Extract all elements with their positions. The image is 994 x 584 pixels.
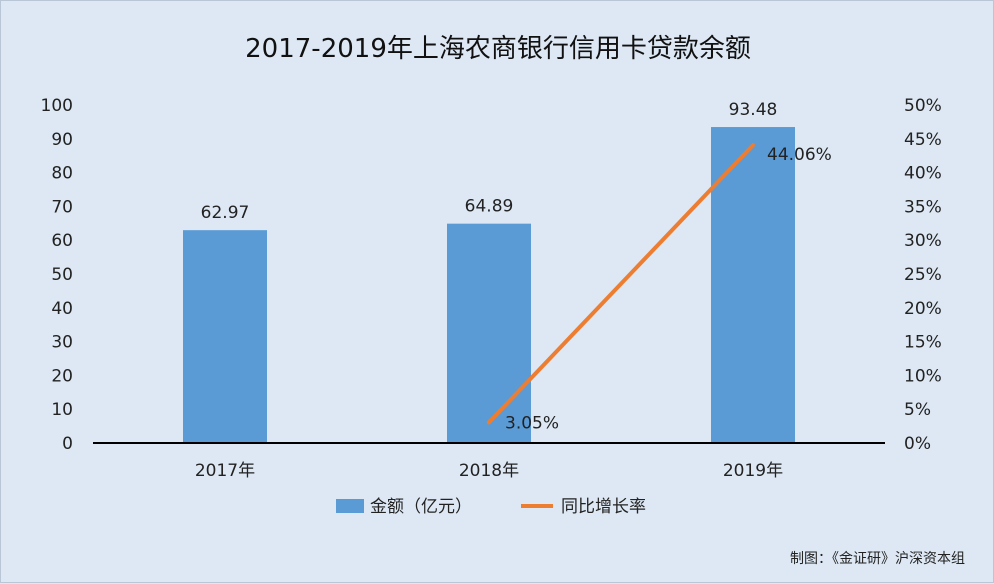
right-axis-tick-label: 20%	[904, 299, 942, 319]
growth-line-series	[487, 143, 755, 425]
bar-series	[183, 127, 795, 443]
left-axis-tick-label: 70	[51, 197, 73, 217]
legend: 金额（亿元） 同比增长率	[336, 497, 646, 517]
left-axis-ticks: 0 10 20 30 40 50 60 70 80 90 100	[41, 96, 73, 454]
left-axis-tick-label: 30	[51, 333, 73, 353]
right-axis-tick-label: 30%	[904, 231, 942, 251]
left-axis-tick-label: 90	[51, 130, 73, 150]
category-labels: 2017年 2018年 2019年	[195, 461, 783, 481]
bar-2019年	[711, 127, 795, 443]
bar-2018年	[447, 223, 531, 443]
right-axis-tick-label: 5%	[904, 400, 931, 420]
right-axis-tick-label: 35%	[904, 197, 942, 217]
chart-title: 2017-2019年上海农商银行信用卡贷款余额	[245, 34, 751, 64]
bar-2017年	[183, 230, 267, 443]
growth-value-label: 44.06%	[767, 145, 832, 165]
left-axis-tick-label: 50	[51, 265, 73, 285]
left-axis-tick-label: 100	[41, 96, 73, 116]
left-axis-tick-label: 40	[51, 299, 73, 319]
right-axis-tick-label: 10%	[904, 366, 942, 386]
right-axis-tick-label: 0%	[904, 434, 931, 454]
right-axis-tick-label: 45%	[904, 130, 942, 150]
category-label: 2018年	[459, 461, 519, 481]
growth-line	[487, 143, 755, 425]
chart-credit: 制图：《金证研》沪深资本组	[790, 551, 965, 567]
category-label: 2019年	[723, 461, 783, 481]
bar-value-label: 93.48	[729, 100, 778, 120]
bar-value-label: 64.89	[465, 197, 514, 217]
growth-data-labels: 3.05% 44.06%	[505, 145, 832, 433]
growth-value-label: 3.05%	[505, 413, 559, 433]
right-axis-tick-label: 40%	[904, 164, 942, 184]
right-axis-tick-label: 25%	[904, 265, 942, 285]
left-axis-tick-label: 10	[51, 400, 73, 420]
right-axis-ticks: 0% 5% 10% 15% 20% 25% 30% 35% 40% 45% 50%	[904, 96, 942, 454]
left-axis-tick-label: 60	[51, 231, 73, 251]
left-axis-tick-label: 0	[62, 434, 73, 454]
left-axis-tick-label: 20	[51, 366, 73, 386]
legend-bar-label: 金额（亿元）	[370, 497, 472, 517]
category-label: 2017年	[195, 461, 255, 481]
left-axis-tick-label: 80	[51, 164, 73, 184]
legend-line-label: 同比增长率	[561, 497, 646, 517]
bar-value-label: 62.97	[201, 203, 250, 223]
right-axis-tick-label: 15%	[904, 333, 942, 353]
legend-bar-swatch	[336, 499, 364, 513]
bar-data-labels: 62.97 64.89 93.48	[201, 100, 778, 223]
right-axis-tick-label: 50%	[904, 96, 942, 116]
